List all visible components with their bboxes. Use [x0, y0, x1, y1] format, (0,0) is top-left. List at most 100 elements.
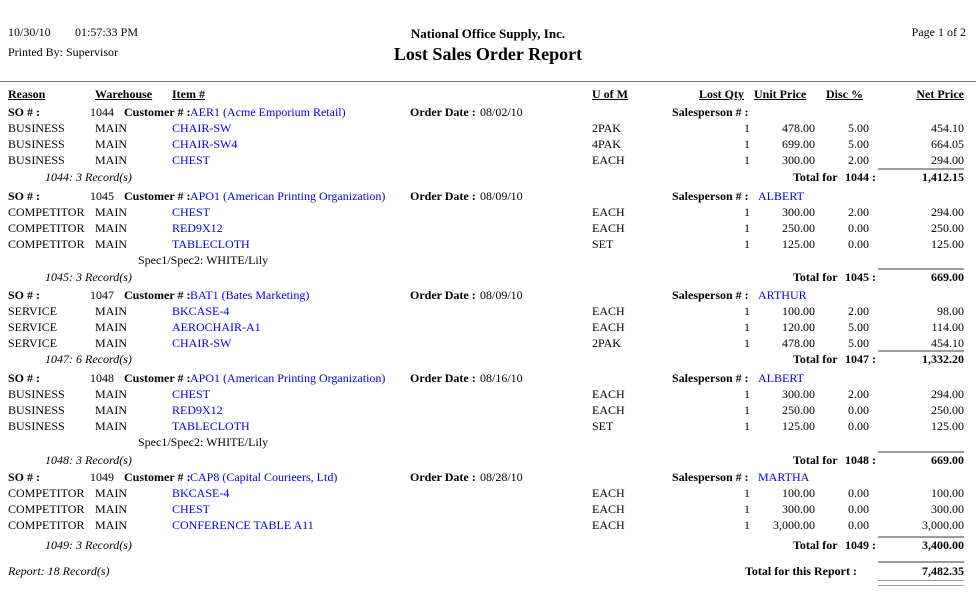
- item-link[interactable]: AEROCHAIR-A1: [172, 320, 261, 334]
- item-link[interactable]: CHEST: [172, 153, 211, 167]
- reason-cell: BUSINESS: [8, 387, 65, 401]
- net-price-cell: 3,000.00: [922, 518, 964, 532]
- so-number: 1048: [90, 371, 114, 385]
- warehouse-cell: MAIN: [95, 486, 127, 500]
- net-price-cell: 294.00: [931, 205, 964, 219]
- uofm-cell: 2PAK: [592, 336, 621, 350]
- order-date-label: Order Date :: [410, 288, 476, 302]
- item-link[interactable]: RED9X12: [172, 403, 223, 417]
- net-price-cell: 250.00: [931, 221, 964, 235]
- customer-link[interactable]: AER1 (Acme Emporium Retail): [190, 105, 346, 119]
- warehouse-cell: MAIN: [95, 518, 127, 532]
- total-so-number: 1047 :: [845, 352, 876, 366]
- warehouse-cell: MAIN: [95, 237, 127, 251]
- col-header-unit-price: Unit Price: [754, 87, 807, 101]
- so-label: SO # :: [8, 470, 41, 484]
- total-rule: [878, 268, 964, 270]
- print-date: 10/30/10: [8, 25, 51, 39]
- reason-cell: COMPETITOR: [8, 237, 85, 251]
- total-rule: [878, 561, 964, 563]
- customer-link[interactable]: APO1 (American Printing Organization): [190, 371, 386, 385]
- disc-cell: 5.00: [848, 137, 869, 151]
- reason-cell: COMPETITOR: [8, 205, 85, 219]
- so-label: SO # :: [8, 371, 41, 385]
- salesperson-label: Salesperson # :: [672, 470, 749, 484]
- uofm-cell: 2PAK: [592, 121, 621, 135]
- reason-cell: COMPETITOR: [8, 486, 85, 500]
- item-link[interactable]: CHAIR-SW: [172, 336, 232, 350]
- unit-price-cell: 250.00: [782, 221, 815, 235]
- section-total-value: 669.00: [931, 270, 964, 284]
- report-total-value: 7,482.35: [922, 564, 964, 578]
- salesperson-link[interactable]: ALBERT: [758, 189, 804, 203]
- reason-cell: SERVICE: [8, 304, 58, 318]
- detail-row: COMPETITOR MAIN TABLECLOTH SET 1 125.00 …: [0, 237, 976, 253]
- total-so-number: 1044 :: [845, 170, 876, 184]
- unit-price-cell: 100.00: [782, 486, 815, 500]
- so-label: SO # :: [8, 288, 41, 302]
- item-link[interactable]: TABLECLOTH: [172, 237, 250, 251]
- item-link[interactable]: BKCASE-4: [172, 304, 230, 318]
- item-link[interactable]: CHAIR-SW: [172, 121, 232, 135]
- net-price-cell: 454.10: [931, 336, 964, 350]
- item-link[interactable]: CONFERENCE TABLE A11: [172, 518, 314, 532]
- detail-row: BUSINESS MAIN TABLECLOTH SET 1 125.00 0.…: [0, 419, 976, 435]
- net-price-cell: 294.00: [931, 153, 964, 167]
- spec-row: Spec1/Spec2: WHITE/Lily: [0, 435, 976, 451]
- detail-row: BUSINESS MAIN CHEST EACH 1 300.00 2.00 2…: [0, 153, 976, 169]
- reason-cell: COMPETITOR: [8, 518, 85, 532]
- item-link[interactable]: TABLECLOTH: [172, 419, 250, 433]
- total-so-number: 1045 :: [845, 270, 876, 284]
- section-summary-row: 1044: 3 Record(s) Total for 1044 : 1,412…: [0, 168, 976, 186]
- unit-price-cell: 250.00: [782, 403, 815, 417]
- salesperson-label: Salesperson # :: [672, 189, 749, 203]
- warehouse-cell: MAIN: [95, 336, 127, 350]
- item-link[interactable]: CHEST: [172, 502, 211, 516]
- detail-row: SERVICE MAIN BKCASE-4 EACH 1 100.00 2.00…: [0, 304, 976, 320]
- uofm-cell: EACH: [592, 403, 625, 417]
- uofm-cell: SET: [592, 237, 614, 251]
- customer-link[interactable]: BAT1 (Bates Marketing): [190, 288, 310, 302]
- lost-qty-cell: 1: [744, 205, 750, 219]
- col-header-net-price: Net Price: [916, 87, 964, 101]
- reason-cell: BUSINESS: [8, 403, 65, 417]
- item-link[interactable]: BKCASE-4: [172, 486, 230, 500]
- customer-link[interactable]: CAP8 (Capital Courieers, Ltd): [190, 470, 338, 484]
- col-header-uofm: U of M: [592, 87, 628, 101]
- report-record-count: Report: 18 Record(s): [8, 564, 110, 578]
- lost-qty-cell: 1: [744, 518, 750, 532]
- so-number: 1049: [90, 470, 114, 484]
- net-price-cell: 125.00: [931, 237, 964, 251]
- salesperson-link[interactable]: ARTHUR: [758, 288, 807, 302]
- item-link[interactable]: CHEST: [172, 205, 211, 219]
- lost-qty-cell: 1: [744, 153, 750, 167]
- section-summary-row: 1047: 6 Record(s) Total for 1047 : 1,332…: [0, 350, 976, 368]
- section-summary-row: 1048: 3 Record(s) Total for 1048 : 669.0…: [0, 451, 976, 469]
- unit-price-cell: 125.00: [782, 237, 815, 251]
- customer-link[interactable]: APO1 (American Printing Organization): [190, 189, 386, 203]
- detail-row: SERVICE MAIN CHAIR-SW 2PAK 1 478.00 5.00…: [0, 336, 976, 352]
- detail-row: BUSINESS MAIN CHAIR-SW4 4PAK 1 699.00 5.…: [0, 137, 976, 153]
- reason-cell: BUSINESS: [8, 419, 65, 433]
- so-header-row: SO # : 1045 Customer # : APO1 (American …: [0, 189, 976, 205]
- salesperson-link[interactable]: MARTHA: [758, 470, 810, 484]
- disc-cell: 2.00: [848, 304, 869, 318]
- unit-price-cell: 100.00: [782, 304, 815, 318]
- disc-cell: 0.00: [848, 518, 869, 532]
- item-link[interactable]: CHEST: [172, 387, 211, 401]
- detail-row: BUSINESS MAIN RED9X12 EACH 1 250.00 0.00…: [0, 403, 976, 419]
- item-link[interactable]: CHAIR-SW4: [172, 137, 238, 151]
- col-header-warehouse: Warehouse: [95, 87, 153, 101]
- section-record-count: 1048: 3 Record(s): [45, 453, 132, 467]
- lost-qty-cell: 1: [744, 502, 750, 516]
- col-header-lost-qty: Lost Qty: [699, 87, 744, 101]
- total-rule: [878, 350, 964, 352]
- total-so-number: 1049 :: [845, 538, 876, 552]
- reason-cell: SERVICE: [8, 336, 58, 350]
- section-record-count: 1045: 3 Record(s): [45, 270, 132, 284]
- disc-cell: 5.00: [848, 320, 869, 334]
- disc-cell: 0.00: [848, 403, 869, 417]
- salesperson-link[interactable]: ALBERT: [758, 371, 804, 385]
- so-header-row: SO # : 1044 Customer # : AER1 (Acme Empo…: [0, 105, 976, 121]
- item-link[interactable]: RED9X12: [172, 221, 223, 235]
